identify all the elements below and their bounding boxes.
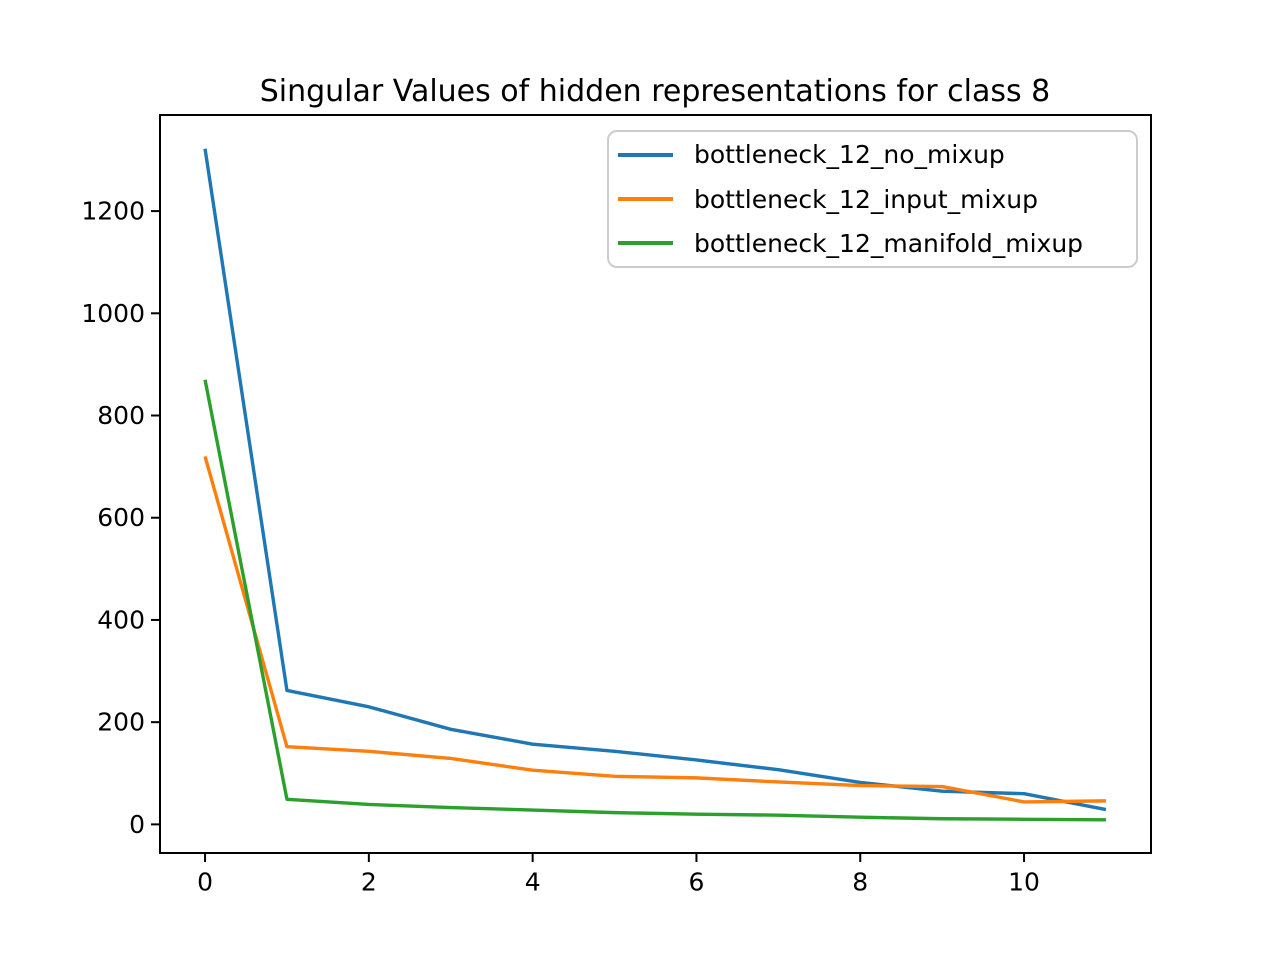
svg-text:200: 200 [97, 708, 145, 737]
svg-text:800: 800 [97, 401, 145, 430]
svg-text:1000: 1000 [81, 299, 145, 328]
svg-text:0: 0 [197, 867, 213, 896]
legend-item: bottleneck_12_manifold_mixup [609, 222, 1136, 265]
svg-text:1200: 1200 [81, 197, 145, 226]
legend-label: bottleneck_12_input_mixup [694, 184, 1038, 214]
plot-area-border [159, 114, 1152, 854]
series-line [203, 148, 1107, 812]
series-line [203, 379, 1106, 822]
series-line [203, 455, 1106, 804]
legend-line-swatch [618, 241, 673, 246]
svg-text:8: 8 [852, 867, 868, 896]
y-axis-ticks: 0 200 400 600 800 1000 1200 [81, 197, 160, 839]
svg-text:400: 400 [97, 605, 145, 634]
legend-item: bottleneck_12_no_mixup [609, 133, 1136, 176]
legend: bottleneck_12_no_mixup bottleneck_12_inp… [607, 130, 1138, 268]
svg-text:4: 4 [525, 867, 541, 896]
legend-line-swatch [618, 152, 673, 157]
svg-text:10: 10 [1008, 867, 1040, 896]
x-axis-ticks: 0 2 4 6 8 10 [197, 853, 1040, 896]
legend-label: bottleneck_12_no_mixup [694, 140, 1005, 170]
series-lines [203, 148, 1107, 822]
legend-line-swatch [618, 197, 673, 201]
svg-text:0: 0 [129, 810, 145, 839]
svg-text:600: 600 [97, 503, 145, 532]
legend-item: bottleneck_12_input_mixup [609, 178, 1136, 221]
chart-title: Singular Values of hidden representation… [260, 74, 1051, 109]
legend-label: bottleneck_12_manifold_mixup [694, 228, 1084, 258]
svg-text:2: 2 [361, 867, 377, 896]
svg-text:6: 6 [688, 867, 704, 896]
